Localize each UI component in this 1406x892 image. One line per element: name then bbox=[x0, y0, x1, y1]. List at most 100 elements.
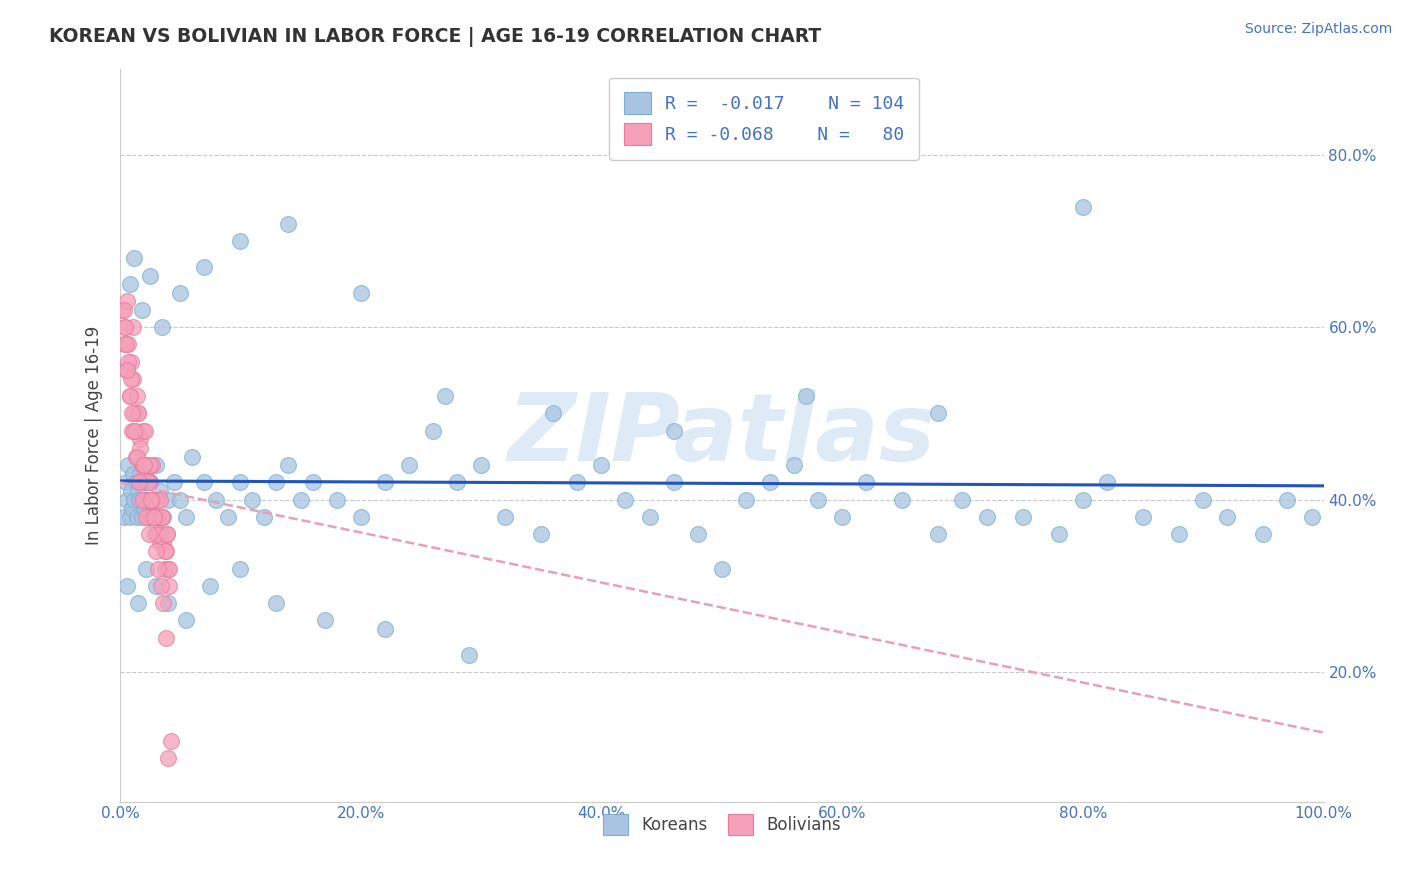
Point bbox=[1011, 510, 1033, 524]
Point bbox=[952, 492, 974, 507]
Point bbox=[174, 614, 197, 628]
Point bbox=[174, 510, 197, 524]
Text: KOREAN VS BOLIVIAN IN LABOR FORCE | AGE 16-19 CORRELATION CHART: KOREAN VS BOLIVIAN IN LABOR FORCE | AGE … bbox=[49, 27, 821, 46]
Point bbox=[155, 631, 177, 645]
Point bbox=[253, 510, 276, 524]
Point bbox=[205, 492, 228, 507]
Point bbox=[124, 424, 146, 438]
Point bbox=[1301, 510, 1323, 524]
Point bbox=[374, 622, 396, 636]
Point bbox=[470, 458, 492, 473]
Point bbox=[145, 510, 167, 524]
Point bbox=[145, 579, 167, 593]
Point bbox=[200, 579, 222, 593]
Point bbox=[163, 475, 186, 490]
Point bbox=[128, 475, 150, 490]
Point bbox=[124, 450, 146, 464]
Point bbox=[157, 751, 180, 765]
Point bbox=[141, 458, 163, 473]
Point bbox=[141, 510, 163, 524]
Point bbox=[143, 527, 166, 541]
Point bbox=[157, 562, 180, 576]
Point bbox=[1095, 475, 1118, 490]
Point bbox=[132, 492, 155, 507]
Point bbox=[153, 544, 176, 558]
Text: Source: ZipAtlas.com: Source: ZipAtlas.com bbox=[1244, 22, 1392, 37]
Point bbox=[129, 441, 152, 455]
Point bbox=[136, 510, 159, 524]
Point bbox=[1192, 492, 1215, 507]
Y-axis label: In Labor Force | Age 16-19: In Labor Force | Age 16-19 bbox=[86, 326, 103, 545]
Point bbox=[142, 492, 165, 507]
Point bbox=[710, 562, 733, 576]
Point bbox=[927, 407, 949, 421]
Point bbox=[266, 475, 288, 490]
Point bbox=[157, 562, 180, 576]
Point bbox=[131, 458, 153, 473]
Point bbox=[118, 277, 141, 292]
Point bbox=[146, 492, 169, 507]
Point bbox=[129, 433, 152, 447]
Point bbox=[1071, 492, 1094, 507]
Point bbox=[149, 484, 172, 499]
Point bbox=[458, 648, 481, 662]
Point bbox=[122, 467, 145, 481]
Point bbox=[638, 510, 661, 524]
Point bbox=[1216, 510, 1239, 524]
Point bbox=[117, 337, 139, 351]
Point bbox=[135, 492, 157, 507]
Point bbox=[374, 475, 396, 490]
Point bbox=[135, 510, 157, 524]
Point bbox=[149, 527, 172, 541]
Point bbox=[134, 424, 156, 438]
Point bbox=[115, 363, 138, 377]
Point bbox=[325, 492, 347, 507]
Point bbox=[127, 407, 149, 421]
Point bbox=[121, 424, 143, 438]
Point bbox=[433, 389, 456, 403]
Point bbox=[135, 562, 157, 576]
Point bbox=[152, 536, 174, 550]
Point bbox=[156, 527, 179, 541]
Point bbox=[169, 285, 191, 300]
Point bbox=[121, 501, 143, 516]
Point bbox=[193, 260, 215, 274]
Point bbox=[138, 492, 160, 507]
Point bbox=[115, 475, 138, 490]
Text: ZIPatlas: ZIPatlas bbox=[508, 389, 936, 481]
Point bbox=[314, 614, 336, 628]
Point bbox=[132, 458, 155, 473]
Point bbox=[422, 424, 444, 438]
Point bbox=[127, 596, 149, 610]
Point bbox=[807, 492, 830, 507]
Point bbox=[117, 355, 139, 369]
Point bbox=[149, 492, 172, 507]
Point bbox=[139, 458, 162, 473]
Point bbox=[350, 285, 373, 300]
Point bbox=[112, 337, 135, 351]
Point bbox=[115, 337, 138, 351]
Point bbox=[115, 579, 138, 593]
Point bbox=[134, 475, 156, 490]
Point bbox=[114, 320, 136, 334]
Point bbox=[124, 424, 146, 438]
Point bbox=[127, 407, 149, 421]
Point bbox=[229, 475, 252, 490]
Point bbox=[112, 303, 135, 318]
Point bbox=[146, 527, 169, 541]
Point bbox=[139, 475, 162, 490]
Point bbox=[350, 510, 373, 524]
Point bbox=[591, 458, 613, 473]
Point bbox=[115, 492, 138, 507]
Point bbox=[148, 510, 170, 524]
Point bbox=[117, 458, 139, 473]
Point bbox=[1277, 492, 1299, 507]
Point bbox=[169, 492, 191, 507]
Point bbox=[131, 303, 153, 318]
Point bbox=[1168, 527, 1191, 541]
Point bbox=[131, 510, 153, 524]
Point bbox=[122, 320, 145, 334]
Point bbox=[138, 527, 160, 541]
Point bbox=[1253, 527, 1275, 541]
Point bbox=[217, 510, 239, 524]
